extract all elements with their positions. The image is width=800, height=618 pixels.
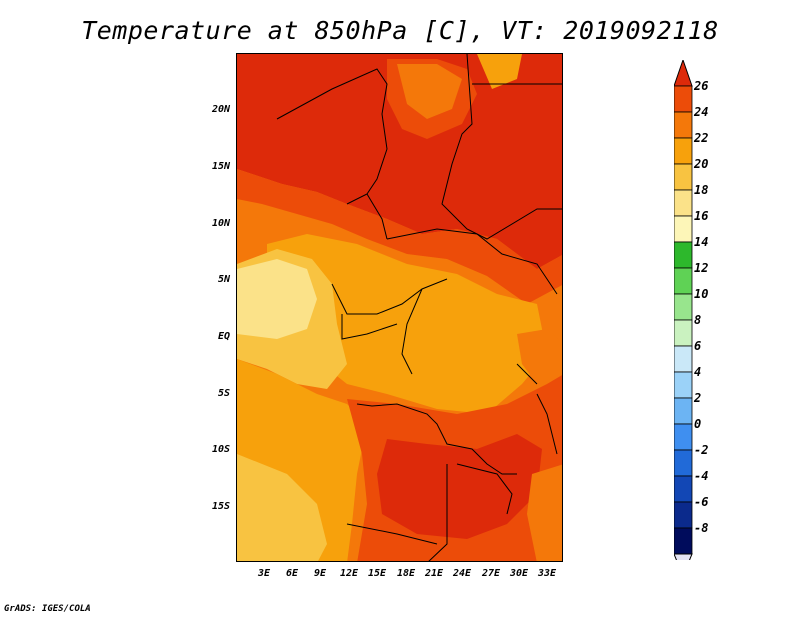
lon-label: 18E [396, 568, 416, 579]
colorbar-label: 18 [694, 183, 709, 197]
colorbar-label: -8 [694, 521, 709, 535]
lon-label: 33E [537, 568, 557, 579]
gabon-core [237, 259, 317, 339]
north-orange-patch [397, 64, 462, 119]
colorbar-segment [674, 293, 693, 321]
temperature-map [236, 53, 563, 562]
colorbar-label: 8 [694, 313, 702, 327]
colorbar-label: 16 [694, 209, 709, 223]
south-hot [377, 434, 542, 539]
colorbar-segment [674, 371, 693, 399]
colorbar-label: 2 [694, 391, 702, 405]
colorbar-segment [674, 215, 693, 243]
colorbar-segment [674, 267, 693, 295]
colorbar-segment [674, 111, 693, 139]
colorbar-segment [674, 501, 693, 529]
colorbar-segment [674, 345, 693, 373]
colorbar-segment [674, 163, 693, 191]
lon-label: 12E [339, 568, 359, 579]
colorbar-label: -2 [694, 443, 709, 457]
north-east-yellow [477, 54, 522, 89]
colorbar-label: 22 [694, 131, 709, 145]
colorbar-segment [674, 475, 693, 503]
lat-label: 5S [217, 388, 230, 399]
lat-label: 5N [217, 274, 230, 285]
colorbar-segment [674, 319, 693, 347]
lon-label: 6E [285, 568, 299, 579]
map-fill-svg [237, 54, 562, 561]
lon-label: 9E [313, 568, 327, 579]
lon-label: 15E [367, 568, 387, 579]
lon-label: 30E [509, 568, 529, 579]
colorbar-top-arrow [674, 60, 693, 87]
north-hot-band [237, 54, 562, 269]
colorbar-segment [674, 423, 693, 451]
lat-label: 15S [211, 501, 230, 512]
colorbar-segment [674, 397, 693, 425]
colorbar-segment [674, 85, 693, 113]
colorbar-segment [674, 189, 693, 217]
colorbar-label: -6 [694, 495, 709, 509]
colorbar-label: 4 [694, 365, 702, 379]
lat-label: 10S [211, 444, 230, 455]
colorbar-segment [674, 137, 693, 165]
colorbar-bottom-arrow [674, 553, 693, 560]
colorbar-label: 14 [694, 235, 709, 249]
colorbar [674, 60, 693, 560]
lat-label: 10N [211, 218, 230, 229]
lon-label: 27E [481, 568, 501, 579]
colorbar-label: 20 [694, 157, 709, 171]
colorbar-label: 12 [694, 261, 709, 275]
colorbar-label: 6 [694, 339, 702, 353]
rift-cooler [517, 329, 562, 384]
grads-credit: GrADS: IGES/COLA [4, 604, 91, 614]
colorbar-label: 10 [694, 287, 709, 301]
country-borders [276, 54, 562, 561]
colorbar-label: 0 [694, 417, 702, 431]
south-east-band [527, 464, 562, 561]
lat-label: 20N [211, 104, 230, 115]
colorbar-label: 26 [694, 79, 709, 93]
lon-label: 24E [452, 568, 472, 579]
lat-label: 15N [211, 161, 230, 172]
south-ocean-light [237, 454, 327, 561]
colorbar-segment [674, 527, 693, 555]
map-title: Temperature at 850hPa [C], VT: 201909211… [81, 16, 719, 45]
colorbar-label: -4 [694, 469, 709, 483]
colorbar-segment [674, 241, 693, 269]
colorbar-label: 24 [694, 105, 709, 119]
colorbar-segment [674, 449, 693, 477]
lat-label: EQ [217, 331, 230, 342]
lon-label: 21E [424, 568, 444, 579]
lon-label: 3E [257, 568, 271, 579]
